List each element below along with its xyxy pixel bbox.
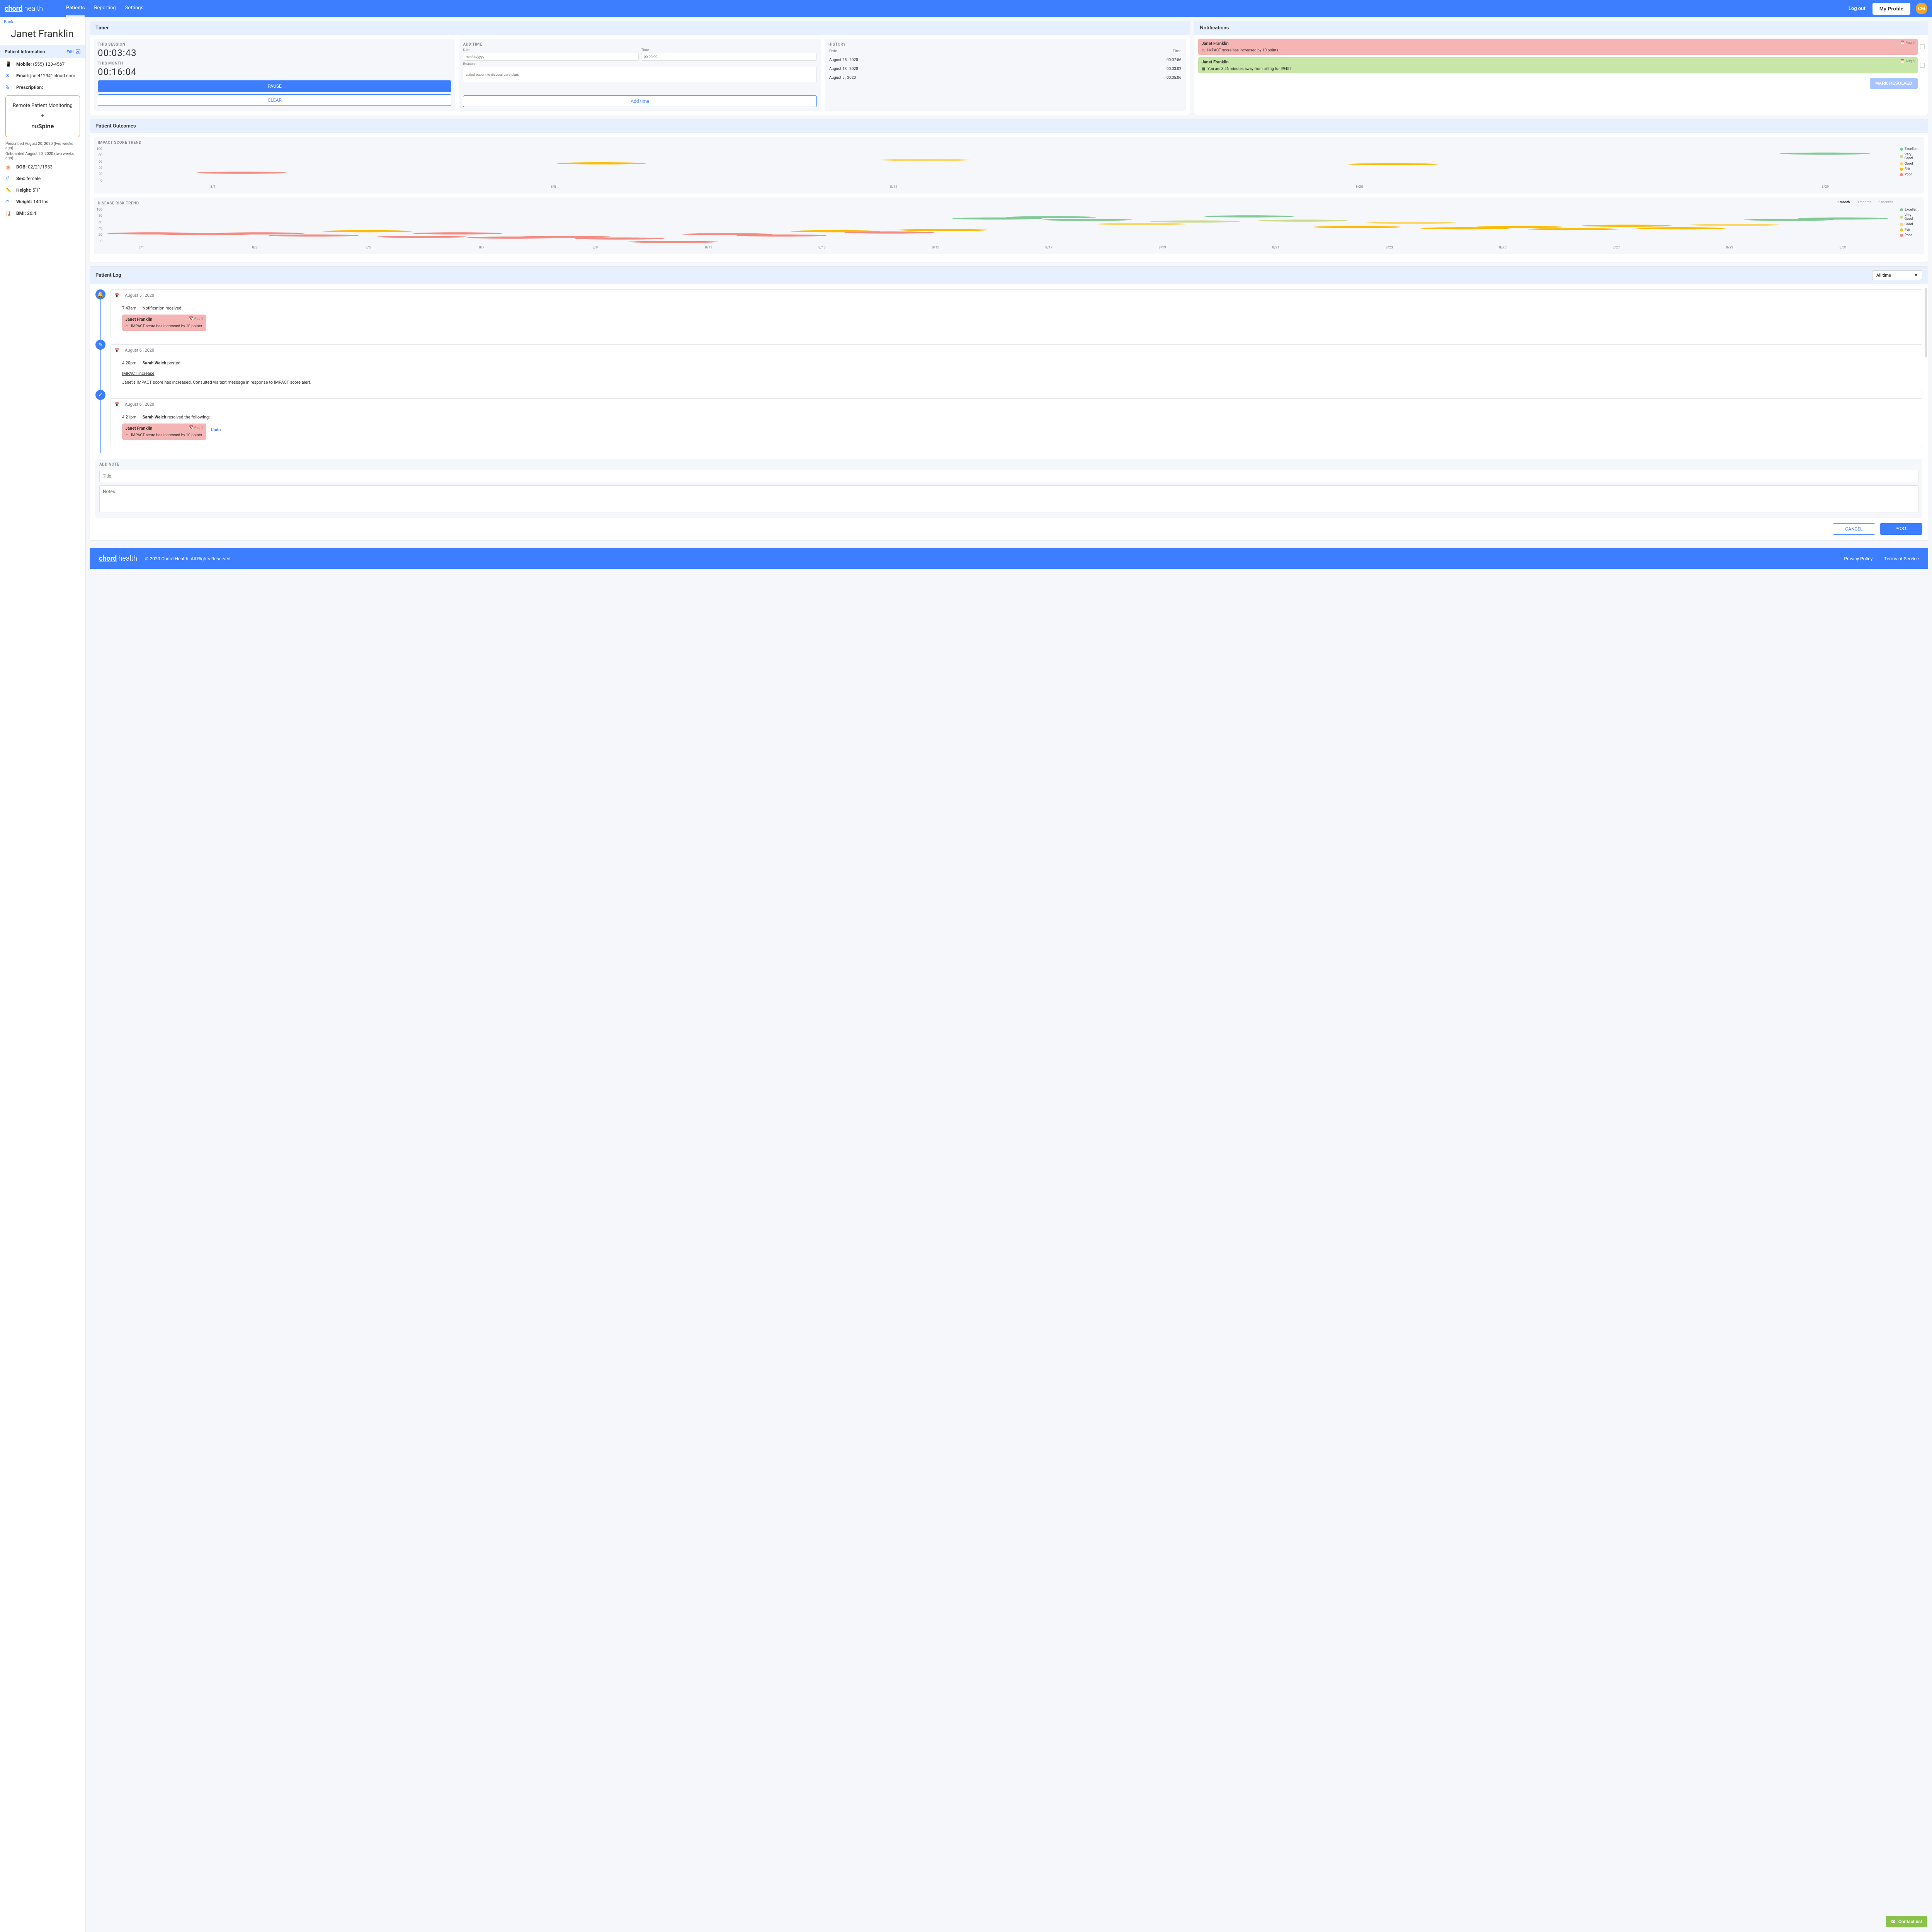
mail-icon: ✉ [1891,1919,1895,1924]
sidebar: Back Janet Franklin Patient Information … [0,17,86,1932]
impact-chart: IMPACT SCORE TREND 100806040200 8/18/58/… [94,137,1924,194]
mark-resolved-button[interactable]: MARK RESOLVED [1870,78,1918,89]
history-row: August 25 , 202000:07:56 [828,56,1182,65]
nav-reporting[interactable]: Reporting [94,0,116,17]
height-icon: 📏 [5,187,12,193]
calendar-icon: 📅 Aug 5 [1900,41,1915,45]
nav: Patients Reporting Settings [66,0,143,17]
calendar-icon: 📅 [114,348,120,353]
timeline: 🔔 ✎ ✓ [95,289,106,453]
legend-item: Excellent [1900,208,1920,212]
add-time-button[interactable]: Add time [463,95,816,107]
history-row: August 5 , 202000:05:06 [828,73,1182,82]
patient-log-card: Patient Log All time▼ 🔔✎✓ 📅 August 5 , 2… [90,266,1928,541]
notification-checkbox[interactable] [1920,44,1925,49]
weight-icon: ⚖ [5,199,12,204]
clear-button[interactable]: CLEAR [98,94,451,106]
notifications-card: Notifications Janet Franklin📅 Aug 5⚠ IMP… [1194,21,1928,115]
bmi-icon: 📊 [5,211,12,216]
undo-link[interactable]: Undo [211,427,221,432]
logout-link[interactable]: Log out [1849,6,1866,12]
log-notification: Janet Franklin📅 Aug 5⚠ IMPACT score has … [122,315,206,331]
legend-item: Fair [1900,167,1920,171]
log-entry: 📅 August 5 , 20207:43am Notification rec… [110,289,1922,338]
calendar-icon: 📅 [114,402,120,407]
patient-name: Janet Franklin [0,27,85,45]
email-icon: ✉ [5,73,12,78]
main-content: Timer THIS SESSION 00:03:43 THIS MONTH 0… [86,17,1932,1932]
cancel-button[interactable]: CANCEL [1833,523,1875,535]
disease-chart: DISEASE RISK TREND 1 month 3 months 6 mo… [94,197,1924,254]
calendar-icon: 📅 [114,293,120,298]
pause-button[interactable]: PAUSE [98,80,451,92]
reason-input[interactable] [463,67,816,82]
nav-settings[interactable]: Settings [125,0,143,17]
add-note-section: ADD NOTE [95,459,1922,518]
timeline-badge: ✎ [95,340,105,350]
legend-item: Good [1900,223,1920,226]
tab-3months[interactable]: 3 months [1857,201,1871,204]
sex-icon: ⚥ [5,176,12,181]
legend-item: Poor [1900,233,1920,237]
tab-1month[interactable]: 1 month [1837,201,1850,204]
month-timer: 00:16:04 [98,66,451,77]
timer-card: Timer THIS SESSION 00:03:43 THIS MONTH 0… [90,21,1190,115]
scrollbar[interactable] [1925,288,1927,357]
legend-item: Good [1900,162,1920,166]
timeline-badge: ✓ [95,390,105,400]
history-col: HISTORY DateTime August 25 , 202000:07:5… [825,39,1186,111]
edit-link[interactable]: Edit [66,49,81,54]
timeline-badge: 🔔 [95,289,105,299]
legend-item: Fair [1900,228,1920,232]
avatar[interactable]: CM [1916,3,1927,14]
legend-item: Very Good [1900,213,1920,221]
tab-6months[interactable]: 6 months [1878,201,1893,204]
prescription-box: Remote Patient Monitoring + nuSpine [5,95,80,137]
dob-icon: 🎂 [5,164,12,170]
footer: chord health © 2020 Chord Health. All Ri… [90,548,1928,569]
notification-item[interactable]: Janet Franklin📅 Aug 5⚠ IMPACT score has … [1198,39,1918,55]
calendar-icon: 📅 Aug 5 [1900,60,1915,63]
alert-icon: ⚠ [125,324,129,328]
legend-item: Very Good [1900,153,1920,160]
patient-info-header: Patient Information Edit [0,45,85,58]
rx-icon: ℞ [5,85,12,90]
timer-session-col: THIS SESSION 00:03:43 THIS MONTH 00:16:0… [94,39,455,111]
back-link[interactable]: Back [0,17,85,27]
privacy-link[interactable]: Privacy Policy [1844,556,1872,561]
alert-icon: ⚠ [125,433,129,437]
log-entry: 📅 August 6 , 20204:20pm Sarah Welch post… [110,344,1922,392]
time-input[interactable] [641,53,817,61]
topbar: chord health Patients Reporting Settings… [0,0,1932,17]
notification-checkbox[interactable] [1920,63,1925,68]
add-time-col: ADD TIME Date Time Reason Add time [459,39,820,111]
prescribed-date: Prescribed August 20, 2020 (two weeks ag… [0,141,85,151]
logo: chord health [5,5,43,13]
legend-item: Excellent [1900,147,1920,151]
nav-patients[interactable]: Patients [66,0,85,17]
notification-item[interactable]: Janet Franklin📅 Aug 5▦ You are 3:56 minu… [1198,57,1918,73]
alert-icon: ⚠ [1201,48,1205,53]
log-entry: 📅 August 6 , 20204:21pm Sarah Welch reso… [110,398,1922,447]
note-body-input[interactable] [99,485,1918,512]
note-title-input[interactable] [99,470,1918,482]
session-timer: 00:03:43 [98,48,451,58]
history-row: August 18 , 202000:03:02 [828,65,1182,73]
onboarded-date: Onboarded August 20, 2020 (two weeks ago… [0,151,85,161]
alert-icon: ▦ [1201,67,1205,71]
terms-link[interactable]: Terms of Service [1884,556,1919,561]
legend-item: Poor [1900,173,1920,177]
phone-icon: 📱 [5,61,12,67]
outcomes-card: Patient Outcomes IMPACT SCORE TREND 1008… [90,119,1928,262]
log-filter-dropdown[interactable]: All time▼ [1872,270,1922,280]
my-profile-button[interactable]: My Profile [1872,3,1910,15]
post-button[interactable]: POST [1880,523,1922,535]
date-input[interactable] [463,53,639,61]
log-notification: Janet Franklin📅 Aug 5⚠ IMPACT score has … [122,423,206,440]
contact-us-button[interactable]: ✉Contact us! [1886,1916,1927,1927]
